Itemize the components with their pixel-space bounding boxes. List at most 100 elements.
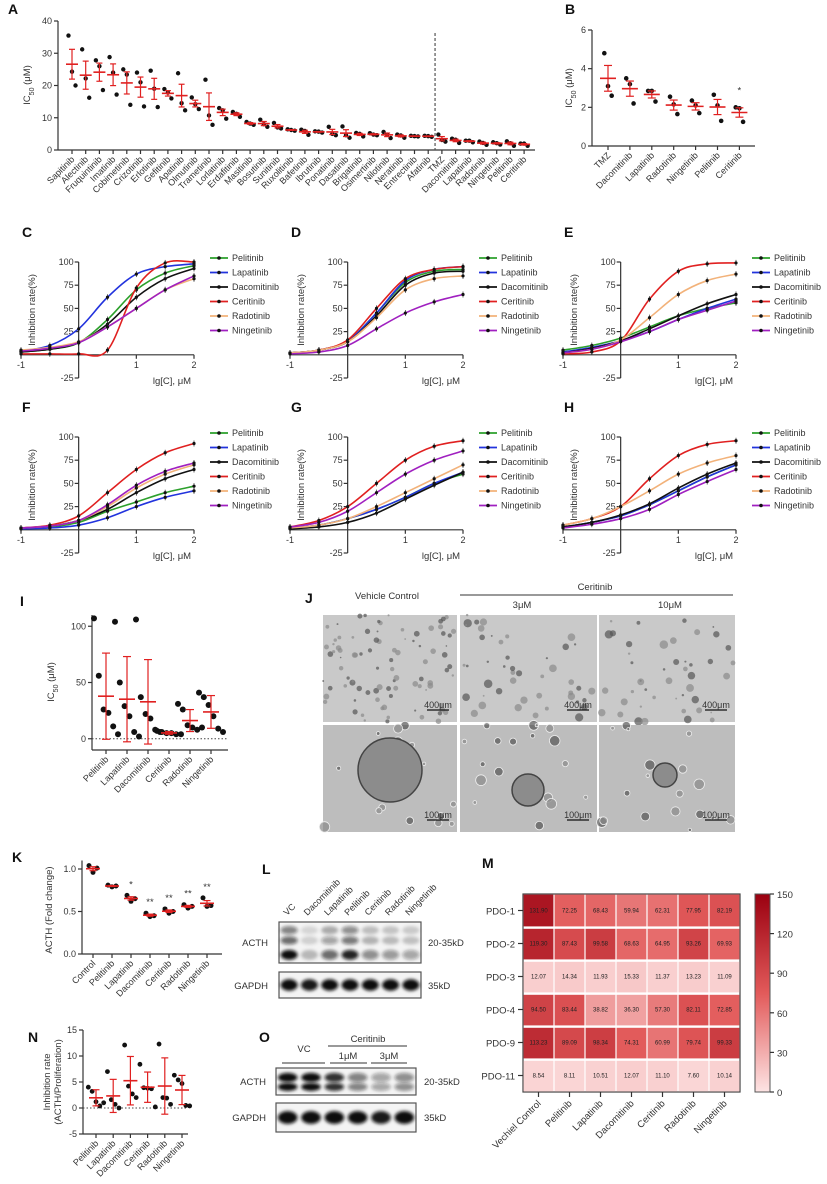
organoid-large — [652, 762, 678, 788]
lane-label: VC — [281, 901, 297, 917]
organoid — [351, 679, 355, 683]
blot-band — [321, 979, 339, 991]
legend-item: Radotinib — [479, 311, 539, 321]
y-tick-label: 100 — [601, 432, 616, 442]
data-point — [77, 523, 81, 527]
legend-item: Ningetinib — [479, 326, 541, 336]
y-label-unit: (μM) — [564, 68, 575, 90]
organoid — [343, 684, 348, 688]
data-point — [208, 903, 214, 909]
data-point — [561, 351, 565, 355]
organoid — [683, 666, 688, 672]
legend-marker — [486, 270, 490, 275]
organoid — [494, 766, 504, 777]
x-axis-label: lg[C], μM — [695, 376, 733, 387]
panel-label-k: K — [12, 849, 22, 865]
curve-pelitinib — [562, 464, 737, 528]
y-tick-label: 100 — [71, 621, 86, 631]
organoid — [375, 666, 380, 670]
data-point — [346, 340, 350, 344]
curve-ningetinib — [20, 275, 195, 352]
organoid — [567, 633, 576, 642]
data-point — [676, 314, 680, 318]
organoid — [322, 680, 325, 682]
organoid — [375, 697, 380, 703]
legend-label: Ningetinib — [501, 501, 541, 511]
organoid — [463, 619, 472, 628]
data-point — [734, 299, 738, 303]
x-tick-label: 2 — [460, 360, 465, 370]
organoid — [483, 722, 491, 730]
significance-marker: * — [129, 879, 133, 890]
curve-pelitinib — [20, 264, 195, 353]
y-axis-label: IC50 (μM) — [46, 662, 60, 702]
organoid — [582, 698, 587, 703]
heatmap-cell — [709, 1060, 740, 1092]
heatmap-cell — [709, 928, 740, 960]
organoid — [598, 708, 606, 717]
organoid — [639, 705, 643, 708]
x-tick-label: 2 — [191, 360, 196, 370]
y-tick-label: -25 — [603, 548, 616, 558]
legend-item: Ningetinib — [210, 501, 272, 511]
data-point — [85, 1084, 91, 1090]
blot-band — [324, 1082, 345, 1091]
data-point — [110, 723, 117, 730]
data-point — [258, 117, 263, 122]
legend-item: Pelitinib — [210, 253, 264, 263]
data-point — [97, 1103, 103, 1109]
curve-lapatinib — [562, 464, 737, 528]
panel-label-h: H — [564, 399, 574, 415]
organoid — [602, 687, 609, 694]
y-tick-label: -5 — [69, 1129, 77, 1139]
organoid — [439, 703, 444, 708]
organoid — [494, 737, 502, 745]
organoid — [665, 677, 673, 685]
legend-item: Ceritinib — [752, 297, 807, 307]
organoid — [505, 655, 510, 660]
data-point — [101, 1100, 107, 1106]
y-tick-label: 0 — [47, 145, 52, 155]
legend-label: Lapatinib — [501, 443, 538, 453]
data-point — [79, 47, 85, 52]
x-axis-label: lg[C], μM — [422, 551, 460, 562]
blot-band — [324, 1111, 345, 1124]
data-point — [734, 292, 738, 297]
data-point — [105, 317, 110, 322]
heatmap-cell — [523, 1027, 554, 1059]
data-point — [374, 481, 379, 485]
data-point — [667, 94, 673, 99]
y-label-main: IC — [46, 692, 57, 702]
panel-j-micrographs: Vehicle Control Ceritinib 3μM 10μM 400μm 400μ… — [318, 582, 736, 833]
y-tick-label: -25 — [330, 373, 343, 383]
blot-band — [280, 949, 298, 960]
legend-marker — [217, 256, 221, 260]
data-point — [705, 302, 709, 306]
heatmap-cell — [678, 1027, 709, 1059]
data-point — [346, 505, 350, 509]
data-point — [333, 132, 339, 138]
heatmap-frame — [522, 893, 741, 1093]
data-point — [346, 517, 350, 521]
molecular-weight-label: 20-35kD — [424, 1077, 460, 1088]
organoid — [405, 816, 414, 825]
curve-radotinib — [289, 464, 464, 529]
cell-value: 12.07 — [624, 1074, 640, 1080]
blot-band — [371, 1072, 391, 1083]
y-tick-label: 25 — [333, 327, 343, 337]
blot-membrane — [275, 1067, 417, 1096]
organoid — [573, 643, 577, 646]
blot-band — [301, 1111, 321, 1124]
data-point — [461, 265, 465, 269]
data-point — [114, 92, 119, 97]
data-point — [461, 439, 465, 443]
data-point — [142, 711, 149, 717]
data-point — [147, 715, 154, 722]
data-point — [346, 343, 350, 348]
legend-label: Ceritinib — [774, 472, 807, 482]
organoid — [333, 638, 337, 642]
data-point — [134, 70, 140, 75]
organoid — [520, 696, 528, 704]
data-point — [200, 895, 206, 901]
y-tick-label: -25 — [61, 373, 74, 383]
